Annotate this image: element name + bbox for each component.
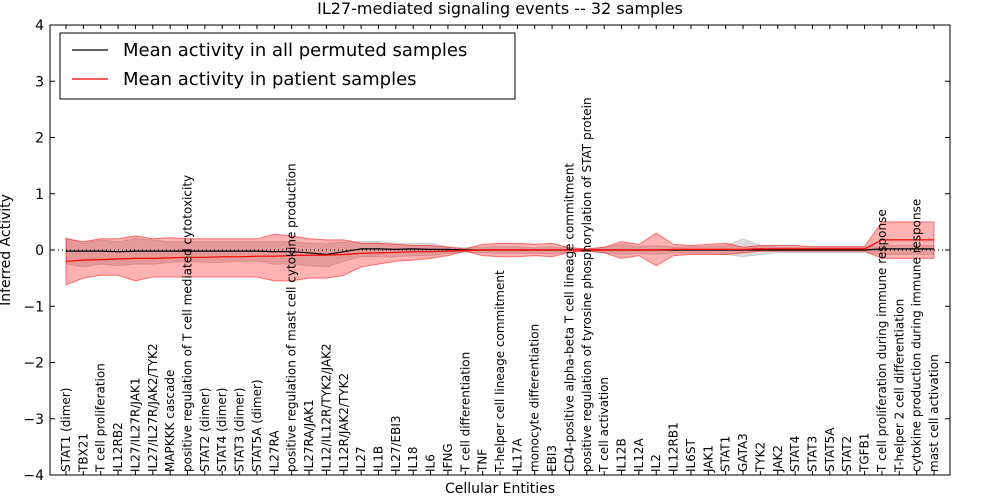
x-category-label: STAT1: [719, 436, 733, 472]
x-category-label: IL12A: [632, 438, 646, 472]
x-category-label: IFNG: [441, 443, 455, 472]
x-category-label: IL27RA/JAK1: [302, 399, 316, 472]
chart-title: IL27-mediated signaling events -- 32 sam…: [317, 0, 683, 18]
x-category-label: TYK2: [753, 442, 767, 473]
x-category-label: IL12/IL12R/TYK2/JAK2: [319, 343, 333, 472]
x-category-label: IL17A: [510, 438, 524, 472]
y-tick-label: 0: [35, 243, 44, 259]
y-tick-label: −1: [23, 299, 44, 315]
y-tick-label: 1: [35, 187, 44, 203]
x-category-label: STAT4 (dimer): [215, 388, 229, 472]
legend-entry: Mean activity in patient samples: [123, 69, 417, 90]
x-category-label: TGFB1: [858, 433, 872, 473]
x-category-label: MAPKKK cascade: [163, 370, 177, 472]
x-category-label: STAT2: [840, 436, 854, 472]
x-category-label: STAT3: [806, 436, 820, 472]
x-category-label: IL2: [649, 454, 663, 472]
x-category-label: positive regulation of T cell mediated c…: [181, 175, 195, 472]
x-category-label: IL12RB2: [111, 422, 125, 472]
x-category-label: T cell proliferation during immune respo…: [875, 209, 889, 473]
x-category-label: T cell differentiation: [458, 352, 472, 473]
x-category-label: positive regulation of tyrosine phosphor…: [580, 97, 594, 472]
x-category-label: TBX21: [76, 433, 90, 473]
x-category-label: IL27/EBI3: [389, 415, 403, 472]
y-tick-label: −4: [23, 468, 44, 484]
y-tick-label: −2: [23, 356, 44, 372]
x-category-label: JAK1: [701, 445, 715, 473]
x-category-label: IL27: [354, 447, 368, 473]
x-category-label: monocyte differentiation: [528, 324, 542, 472]
x-category-label: IL6: [424, 454, 438, 472]
x-category-label: STAT5A (dimer): [250, 379, 264, 472]
plot-area: −4 −3 −2 −1 0 1 2 3 4 STAT1 (dimer) TBX21 T cell pr…: [23, 18, 951, 484]
x-category-label: IL27/IL27R/JAK2/TYK2: [146, 343, 160, 472]
x-category-label: IL12R/JAK2/TYK2: [337, 373, 351, 472]
x-category-label: GATA3: [736, 433, 750, 472]
x-category-label: JAK2: [771, 445, 785, 473]
x-category-label: IL27/IL27R/JAK1: [128, 378, 142, 472]
x-category-label: T cell activation: [597, 377, 611, 473]
x-category-label: IL1B: [372, 446, 386, 472]
x-category-label: STAT5A: [823, 427, 837, 472]
x-category-label: STAT3 (dimer): [233, 388, 247, 472]
x-category-label: STAT4: [788, 436, 802, 472]
band-patient: [65, 221, 935, 286]
x-category-label: STAT1 (dimer): [59, 388, 73, 472]
x-category-label: IL6ST: [684, 439, 698, 472]
x-category-label: IL18: [406, 447, 420, 473]
x-category-label: EBI3: [545, 445, 559, 472]
x-category-label: TNF: [476, 449, 490, 473]
x-category-label: T-helper cell lineage commitment: [493, 270, 507, 473]
x-category-label: IL12RB1: [667, 422, 681, 472]
series-line-patient: [65, 239, 934, 262]
y-tick-label: −3: [23, 412, 44, 428]
legend-box: [59, 32, 516, 100]
x-axis-label: Cellular Entities: [445, 481, 555, 497]
legend-entry: Mean activity in all permuted samples: [123, 40, 467, 61]
x-category-label: mast cell activation: [927, 354, 941, 472]
x-category-label: positive regulation of mast cell cytokin…: [285, 163, 299, 472]
x-category-label: CD4-positive alpha-beta T cell lineage c…: [562, 163, 576, 472]
x-category-label: cytokine production during immune respon…: [910, 199, 924, 472]
x-category-label: IL12B: [615, 438, 629, 472]
y-axis-label: Inferred Activity: [0, 194, 14, 306]
x-category-label: T-helper 2 cell differentiation: [892, 299, 906, 473]
y-tick-label: 4: [35, 18, 44, 34]
y-tick-label: 3: [35, 74, 44, 90]
x-category-label: T cell proliferation: [94, 363, 108, 473]
y-tick-label: 2: [35, 131, 44, 147]
x-category-label: STAT2 (dimer): [198, 388, 212, 472]
x-category-label: IL27RA: [267, 430, 281, 472]
